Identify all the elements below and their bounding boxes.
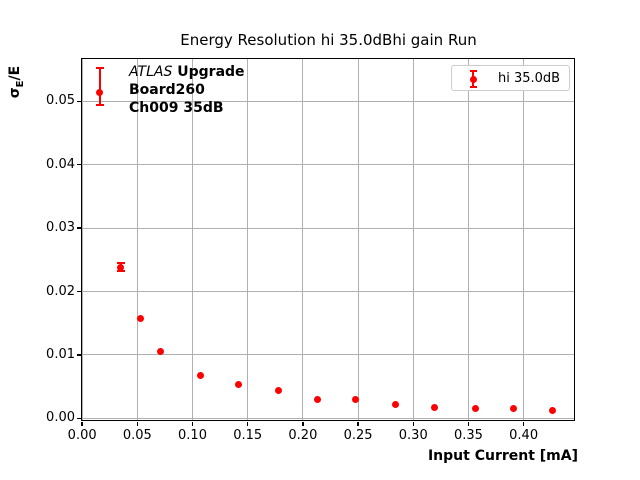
x-gridline bbox=[523, 59, 525, 420]
annotation-line-project: ATLAS Upgrade bbox=[129, 63, 245, 81]
y-gridline bbox=[82, 164, 574, 166]
x-tick-mark bbox=[467, 421, 470, 426]
x-tick-mark bbox=[81, 421, 83, 426]
x-tick-mark bbox=[357, 421, 359, 426]
annotation-line-channel: Ch009 35dB bbox=[129, 100, 224, 116]
x-gridline bbox=[81, 59, 83, 420]
x-gridline bbox=[192, 59, 194, 420]
x-tick-label: 0.30 bbox=[398, 428, 428, 443]
x-gridline bbox=[136, 59, 138, 420]
data-point bbox=[275, 386, 283, 394]
legend: hi 35.0dB bbox=[451, 65, 570, 91]
x-gridline bbox=[302, 59, 304, 420]
data-point bbox=[117, 263, 125, 271]
annotation: ATLAS Upgrade Board260 Ch009 35dB bbox=[129, 63, 245, 117]
y-gridline bbox=[82, 227, 574, 229]
y-tick-mark bbox=[76, 227, 81, 229]
x-gridline bbox=[247, 59, 249, 420]
data-point bbox=[471, 405, 479, 413]
y-tick-mark bbox=[76, 290, 81, 293]
x-tick-mark bbox=[246, 421, 249, 426]
data-point bbox=[196, 371, 204, 379]
y-tick-mark bbox=[76, 354, 81, 356]
data-point bbox=[137, 314, 145, 322]
y-tick-mark bbox=[76, 417, 81, 420]
x-tick-label: 0.10 bbox=[178, 428, 207, 443]
y-tick-label: 0.04 bbox=[46, 156, 75, 172]
legend-label: hi 35.0dB bbox=[498, 70, 561, 86]
data-point bbox=[352, 396, 360, 404]
y-tick-label: 0.03 bbox=[46, 220, 75, 236]
error-bar-cap bbox=[116, 262, 125, 265]
legend-errorbar-bottom-cap bbox=[469, 86, 477, 88]
y-gridline bbox=[82, 100, 574, 102]
x-gridline bbox=[467, 59, 469, 420]
y-axis-label: σE/E bbox=[7, 32, 27, 132]
x-tick-label: 0.05 bbox=[122, 428, 152, 443]
data-point bbox=[313, 395, 321, 403]
x-tick-label: 0.35 bbox=[453, 428, 483, 443]
data-point bbox=[510, 405, 518, 413]
y-tick-label: 0.02 bbox=[46, 283, 75, 299]
y-gridline bbox=[82, 354, 574, 356]
data-point bbox=[157, 347, 165, 355]
x-tick-mark bbox=[522, 421, 525, 426]
y-tick-mark bbox=[76, 163, 81, 166]
x-tick-label: 0.15 bbox=[233, 428, 263, 443]
data-point bbox=[392, 400, 400, 408]
x-tick-label: 0.00 bbox=[67, 428, 97, 443]
y-tick-label: 0.01 bbox=[46, 346, 75, 362]
x-tick-mark bbox=[302, 421, 304, 426]
legend-errorbar-top-cap bbox=[469, 70, 477, 72]
legend-errorbar-marker-icon bbox=[466, 70, 480, 88]
y-tick-label: 0.05 bbox=[46, 93, 75, 109]
chart-title: Energy Resolution hi 35.0dBhi gain Run bbox=[180, 31, 477, 49]
x-tick-label: 0.25 bbox=[343, 428, 373, 443]
data-point bbox=[235, 380, 243, 388]
x-tick-mark bbox=[412, 421, 414, 426]
x-tick-label: 0.20 bbox=[288, 428, 318, 443]
data-point bbox=[548, 407, 556, 415]
y-gridline bbox=[82, 417, 574, 419]
y-axis-label-rest: /E bbox=[7, 65, 23, 81]
error-bar bbox=[98, 67, 101, 106]
x-tick-mark bbox=[191, 421, 194, 426]
annotation-upgrade-text: Upgrade bbox=[172, 64, 245, 80]
data-point bbox=[96, 88, 104, 96]
error-bar-cap bbox=[95, 103, 104, 106]
x-tick-label: 0.40 bbox=[509, 428, 539, 443]
y-axis-label-sigma: σ bbox=[7, 87, 23, 99]
error-bar-cap bbox=[116, 270, 125, 273]
x-gridline bbox=[412, 59, 414, 420]
y-tick-mark bbox=[76, 100, 81, 102]
y-tick-label: 0.00 bbox=[46, 410, 75, 426]
y-axis-label-subscript: E bbox=[14, 80, 26, 88]
annotation-line-board: Board260 bbox=[129, 82, 205, 98]
x-gridline bbox=[357, 59, 359, 420]
x-tick-mark bbox=[136, 421, 139, 426]
annotation-atlas-text: ATLAS bbox=[129, 64, 173, 80]
error-bar-cap bbox=[95, 67, 104, 69]
legend-marker-dot bbox=[469, 75, 477, 83]
y-gridline bbox=[82, 291, 574, 292]
data-point bbox=[430, 404, 438, 412]
plot-area: 0.05 0.04 0.03 0.02 0.01 0.00 0.40 0.35 0.30 0.25… bbox=[46, 58, 575, 443]
x-axis-label: Input Current [mA] bbox=[427, 448, 578, 464]
